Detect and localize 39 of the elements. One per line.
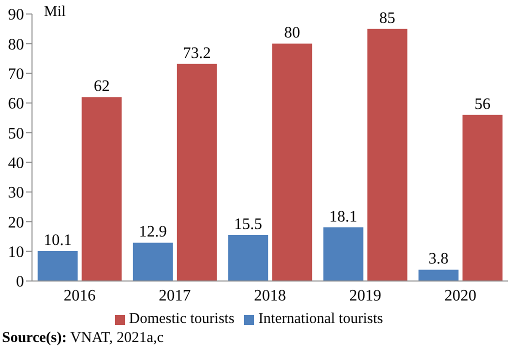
data-label: 18.1 (329, 208, 358, 226)
bar (272, 44, 312, 281)
y-tick-label: 30 (8, 184, 24, 202)
data-label: 85 (379, 10, 396, 27)
y-tick-label: 0 (16, 274, 24, 291)
x-tick-label: 2019 (349, 287, 382, 304)
legend-label: International tourists (258, 311, 383, 327)
bar (323, 227, 364, 281)
y-tick-label: 80 (8, 36, 24, 54)
bar (38, 251, 78, 281)
x-tick-label: 2017 (158, 287, 191, 304)
y-tick-label: 10 (8, 244, 24, 262)
legend-label: Domestic tourists (129, 311, 234, 327)
bar (176, 64, 217, 281)
source-note: Source(s): VNAT, 2021a,c (2, 330, 164, 346)
data-label: 15.5 (234, 216, 262, 234)
x-tick-label: 2020 (444, 287, 476, 304)
y-tick-label: 20 (8, 214, 24, 232)
data-label: 12.9 (138, 224, 167, 241)
y-tick-label: 90 (8, 6, 24, 24)
data-label: 10.1 (44, 232, 72, 250)
bar (228, 235, 268, 281)
data-label: 56 (474, 96, 491, 113)
x-tick-label: 2018 (254, 287, 286, 304)
bar (82, 97, 122, 281)
data-label: 80 (284, 24, 300, 42)
bar (132, 242, 173, 281)
data-label: 73.2 (182, 44, 211, 62)
x-tick-label: 2016 (64, 287, 96, 304)
bar (418, 270, 459, 281)
y-tick-label: 40 (8, 155, 24, 172)
y-axis-title: Mil (44, 4, 66, 21)
data-label: 3.8 (428, 250, 449, 268)
y-tick-label: 60 (8, 96, 24, 113)
bar (367, 28, 408, 281)
y-tick-label: 50 (8, 125, 24, 142)
data-label: 62 (94, 78, 110, 96)
bar (462, 114, 503, 281)
y-tick-label: 70 (8, 66, 24, 84)
